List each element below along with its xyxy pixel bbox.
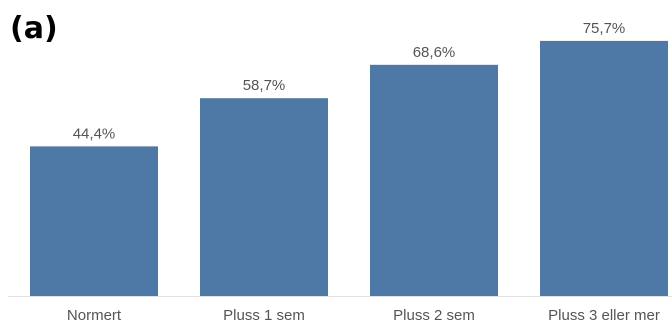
bars-group [30,40,668,297]
value-label-3: 75,7% [583,20,626,37]
category-labels-group: Normert Pluss 1 sem Pluss 2 sem Pluss 3 ell… [67,307,660,324]
value-label-0: 44,4% [73,125,116,142]
bar-1 [200,98,328,296]
panel-label: (a) [10,11,58,46]
bar-2 [370,64,498,297]
category-label-2: Pluss 2 sem [393,307,475,324]
category-label-1: Pluss 1 sem [223,307,305,324]
value-labels-group: 44,4% 58,7% 68,6% 75,7% [73,20,626,142]
value-label-2: 68,6% [413,44,456,61]
category-label-3: Pluss 3 eller mer [548,307,660,324]
category-label-0: Normert [67,307,122,324]
bar-0 [30,146,158,296]
bar-3 [540,40,668,297]
value-label-1: 58,7% [243,77,286,94]
